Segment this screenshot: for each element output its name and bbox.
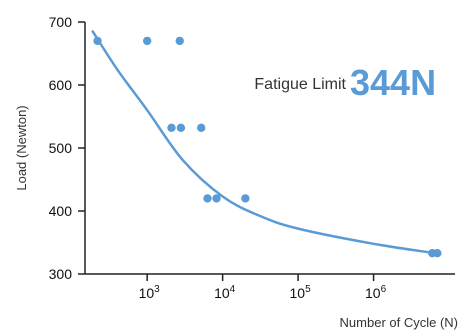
data-point xyxy=(167,123,176,133)
x-tick-label: 106 xyxy=(365,284,387,301)
fatigue-annotation: Fatigue Limit 344N xyxy=(254,62,436,103)
y-tick-label: 500 xyxy=(49,140,73,156)
fatigue-limit-value: 344N xyxy=(350,62,436,103)
y-axis-title: Load (Newton) xyxy=(14,105,29,190)
data-point xyxy=(197,123,206,133)
x-ticks: 103 104 105 106 xyxy=(139,274,387,301)
y-tick-label: 600 xyxy=(49,77,73,93)
data-point xyxy=(142,36,152,46)
fatigue-limit-label: Fatigue Limit xyxy=(254,76,346,93)
x-tick-label: 103 xyxy=(139,284,161,301)
y-tick-label: 700 xyxy=(49,14,73,30)
x-axis-title: Number of Cycle (N) xyxy=(340,315,458,330)
data-point xyxy=(175,36,184,46)
fit-curve xyxy=(91,30,437,255)
data-point xyxy=(241,194,250,203)
y-tick-label: 400 xyxy=(49,203,73,219)
x-tick-label: 104 xyxy=(214,284,236,301)
data-point xyxy=(93,36,102,46)
data-point xyxy=(203,194,212,203)
data-point xyxy=(176,123,186,133)
y-ticks: 300 400 500 600 700 xyxy=(49,14,85,282)
y-tick-label: 300 xyxy=(49,266,73,282)
x-tick-label: 105 xyxy=(290,284,312,301)
axes xyxy=(84,22,455,275)
data-point xyxy=(212,194,221,203)
fit-curve-layer xyxy=(91,30,437,255)
data-points-layer xyxy=(93,36,442,258)
data-point xyxy=(433,249,442,258)
